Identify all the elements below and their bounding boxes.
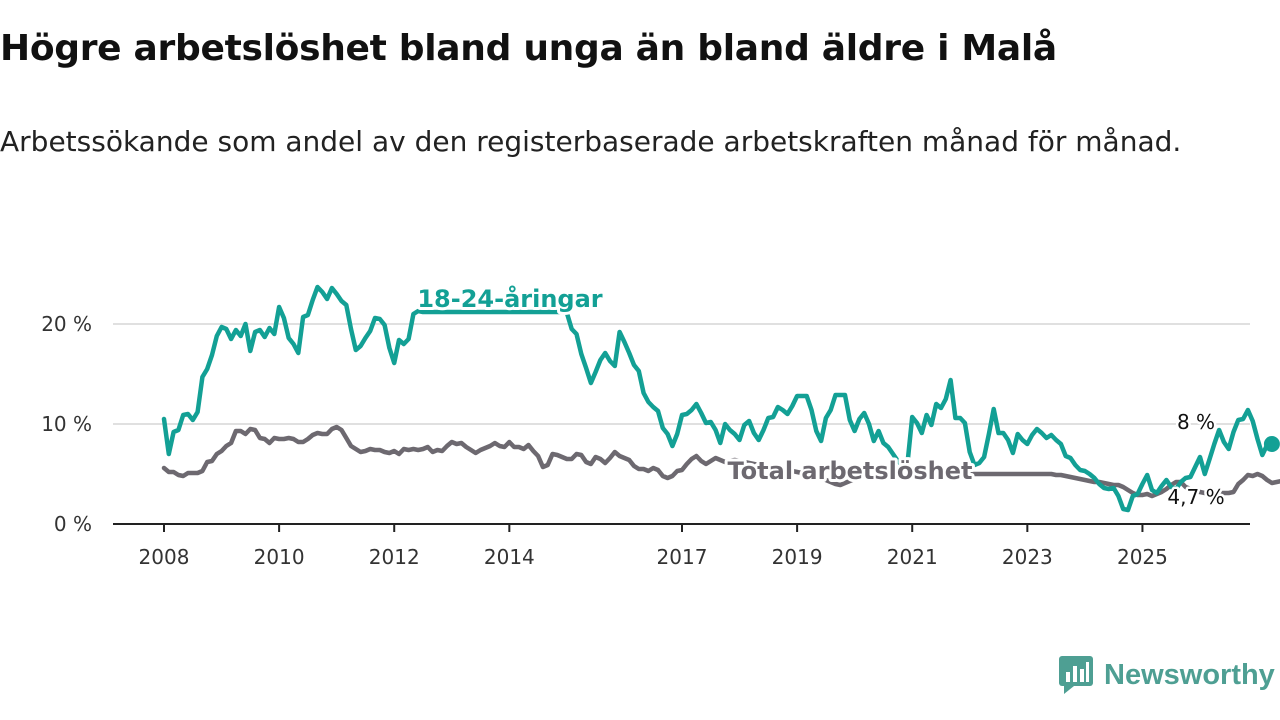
series-labels: 18-24-åringar Total arbetslöshet 8 % 4,7 %	[414, 281, 1227, 512]
series-line-1	[161, 424, 1280, 499]
gridlines	[113, 323, 1250, 425]
series-label-1: Total arbetslöshet	[727, 457, 972, 485]
x-tick-label: 2014	[484, 545, 535, 569]
chart-title: Högre arbetslöshet bland unga än bland ä…	[0, 28, 1057, 69]
series-endpoint-0	[1263, 436, 1280, 452]
newsworthy-logo-icon	[1059, 656, 1093, 694]
x-tick-label: 2008	[139, 545, 190, 569]
series-end-label-1: 4,7 %	[1167, 485, 1224, 509]
series-label-0: 18-24-åringar	[417, 284, 602, 313]
x-tick-label: 2025	[1117, 545, 1168, 569]
x-tick-label: 2012	[369, 545, 420, 569]
chart-subtitle: Arbetssökande som andel av den registerb…	[0, 125, 1182, 158]
x-tick-label: 2021	[887, 545, 938, 569]
brand-name: Newsworthy	[1104, 658, 1275, 691]
x-tick-label: 2019	[772, 545, 823, 569]
y-tick-label: 10 %	[41, 412, 92, 436]
y-tick-label: 0 %	[54, 512, 92, 536]
y-tick-label: 20 %	[41, 312, 92, 336]
x-tick-label: 2010	[254, 545, 305, 569]
x-tick-label: 2023	[1002, 545, 1053, 569]
newsworthy-brand: Newsworthy	[1058, 652, 1275, 698]
y-axis: 0 % 10 % 20 %	[41, 312, 92, 536]
series-lines	[161, 284, 1280, 513]
x-tick-label: 2017	[657, 545, 708, 569]
series-end-label-0: 8 %	[1177, 410, 1215, 434]
series-line-0	[161, 284, 1275, 513]
x-axis: 2008 2010 2012 2014 2017 2019 2021 2023 2025	[113, 523, 1250, 569]
